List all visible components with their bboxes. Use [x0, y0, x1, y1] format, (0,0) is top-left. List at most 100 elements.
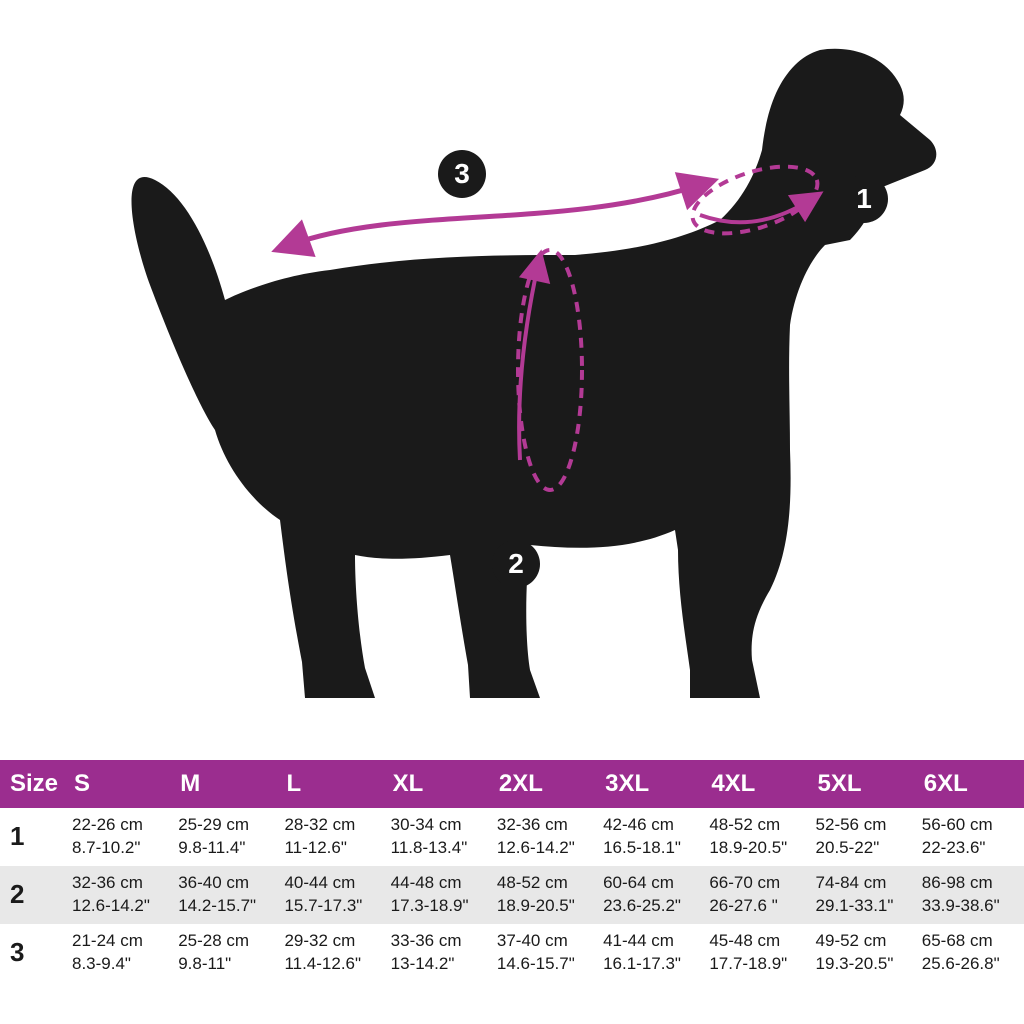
- cell-inch: 12.6-14.2": [497, 837, 595, 860]
- cell-inch: 16.1-17.3": [603, 953, 701, 976]
- cell-cm: 40-44 cm: [284, 872, 382, 895]
- size-cell: 32-36 cm12.6-14.2": [68, 866, 174, 924]
- cell-inch: 14.2-15.7": [178, 895, 276, 918]
- cell-inch: 12.6-14.2": [72, 895, 170, 918]
- cell-inch: 15.7-17.3": [284, 895, 382, 918]
- cell-cm: 29-32 cm: [284, 930, 382, 953]
- badge-label: 2: [508, 548, 524, 580]
- size-cell: 22-26 cm8.7-10.2": [68, 808, 174, 866]
- table-row: 321-24 cm8.3-9.4"25-28 cm9.8-11"29-32 cm…: [0, 924, 1024, 982]
- cell-cm: 33-36 cm: [391, 930, 489, 953]
- col-l: L: [280, 760, 386, 808]
- size-cell: 41-44 cm16.1-17.3": [599, 924, 705, 982]
- cell-cm: 49-52 cm: [816, 930, 914, 953]
- col-2xl: 2XL: [493, 760, 599, 808]
- size-cell: 74-84 cm29.1-33.1": [812, 866, 918, 924]
- cell-cm: 65-68 cm: [922, 930, 1020, 953]
- size-cell: 32-36 cm12.6-14.2": [493, 808, 599, 866]
- dog-silhouette: [130, 30, 940, 730]
- cell-cm: 48-52 cm: [709, 814, 807, 837]
- badge-chest: 2: [492, 540, 540, 588]
- cell-cm: 56-60 cm: [922, 814, 1020, 837]
- size-cell: 52-56 cm20.5-22": [812, 808, 918, 866]
- badge-neck: 1: [840, 175, 888, 223]
- col-5xl: 5XL: [812, 760, 918, 808]
- cell-cm: 74-84 cm: [816, 872, 914, 895]
- cell-cm: 28-32 cm: [284, 814, 382, 837]
- size-cell: 48-52 cm18.9-20.5": [705, 808, 811, 866]
- cell-cm: 32-36 cm: [497, 814, 595, 837]
- cell-cm: 30-34 cm: [391, 814, 489, 837]
- size-cell: 28-32 cm11-12.6": [280, 808, 386, 866]
- size-cell: 48-52 cm18.9-20.5": [493, 866, 599, 924]
- cell-inch: 33.9-38.6": [922, 895, 1020, 918]
- cell-inch: 22-23.6": [922, 837, 1020, 860]
- cell-inch: 9.8-11.4": [178, 837, 276, 860]
- cell-inch: 9.8-11": [178, 953, 276, 976]
- cell-cm: 32-36 cm: [72, 872, 170, 895]
- cell-inch: 11.8-13.4": [391, 837, 489, 860]
- cell-inch: 16.5-18.1": [603, 837, 701, 860]
- col-4xl: 4XL: [705, 760, 811, 808]
- cell-inch: 18.9-20.5": [709, 837, 807, 860]
- cell-cm: 21-24 cm: [72, 930, 170, 953]
- size-cell: 30-34 cm11.8-13.4": [387, 808, 493, 866]
- cell-inch: 14.6-15.7": [497, 953, 595, 976]
- size-cell: 42-46 cm16.5-18.1": [599, 808, 705, 866]
- size-cell: 36-40 cm14.2-15.7": [174, 866, 280, 924]
- cell-cm: 60-64 cm: [603, 872, 701, 895]
- size-cell: 21-24 cm8.3-9.4": [68, 924, 174, 982]
- cell-cm: 22-26 cm: [72, 814, 170, 837]
- size-cell: 49-52 cm19.3-20.5": [812, 924, 918, 982]
- cell-inch: 18.9-20.5": [497, 895, 595, 918]
- col-m: M: [174, 760, 280, 808]
- size-cell: 45-48 cm17.7-18.9": [705, 924, 811, 982]
- cell-inch: 8.7-10.2": [72, 837, 170, 860]
- table-row: 232-36 cm12.6-14.2"36-40 cm14.2-15.7"40-…: [0, 866, 1024, 924]
- size-cell: 33-36 cm13-14.2": [387, 924, 493, 982]
- cell-inch: 29.1-33.1": [816, 895, 914, 918]
- badge-label: 1: [856, 183, 872, 215]
- cell-cm: 44-48 cm: [391, 872, 489, 895]
- size-cell: 60-64 cm23.6-25.2": [599, 866, 705, 924]
- size-chart-table: Size S M L XL 2XL 3XL 4XL 5XL 6XL 122-26…: [0, 760, 1024, 982]
- col-size: Size: [0, 760, 68, 808]
- cell-cm: 45-48 cm: [709, 930, 807, 953]
- badge-label: 3: [454, 158, 470, 190]
- row-label: 1: [0, 808, 68, 866]
- size-cell: 40-44 cm15.7-17.3": [280, 866, 386, 924]
- cell-cm: 25-28 cm: [178, 930, 276, 953]
- size-cell: 25-29 cm9.8-11.4": [174, 808, 280, 866]
- size-cell: 65-68 cm25.6-26.8": [918, 924, 1024, 982]
- cell-cm: 48-52 cm: [497, 872, 595, 895]
- row-label: 3: [0, 924, 68, 982]
- table-header-row: Size S M L XL 2XL 3XL 4XL 5XL 6XL: [0, 760, 1024, 808]
- cell-inch: 11.4-12.6": [284, 953, 382, 976]
- cell-inch: 13-14.2": [391, 953, 489, 976]
- col-3xl: 3XL: [599, 760, 705, 808]
- cell-inch: 17.3-18.9": [391, 895, 489, 918]
- cell-inch: 11-12.6": [284, 837, 382, 860]
- size-cell: 66-70 cm26-27.6 ": [705, 866, 811, 924]
- col-xl: XL: [387, 760, 493, 808]
- cell-inch: 23.6-25.2": [603, 895, 701, 918]
- cell-inch: 17.7-18.9": [709, 953, 807, 976]
- cell-inch: 19.3-20.5": [816, 953, 914, 976]
- size-cell: 25-28 cm9.8-11": [174, 924, 280, 982]
- cell-cm: 66-70 cm: [709, 872, 807, 895]
- cell-cm: 41-44 cm: [603, 930, 701, 953]
- table-row: 122-26 cm8.7-10.2"25-29 cm9.8-11.4"28-32…: [0, 808, 1024, 866]
- size-cell: 44-48 cm17.3-18.9": [387, 866, 493, 924]
- cell-cm: 25-29 cm: [178, 814, 276, 837]
- size-cell: 29-32 cm11.4-12.6": [280, 924, 386, 982]
- col-6xl: 6XL: [918, 760, 1024, 808]
- col-s: S: [68, 760, 174, 808]
- cell-cm: 37-40 cm: [497, 930, 595, 953]
- cell-inch: 26-27.6 ": [709, 895, 807, 918]
- size-cell: 86-98 cm33.9-38.6": [918, 866, 1024, 924]
- cell-cm: 42-46 cm: [603, 814, 701, 837]
- size-cell: 37-40 cm14.6-15.7": [493, 924, 599, 982]
- badge-back: 3: [438, 150, 486, 198]
- cell-cm: 86-98 cm: [922, 872, 1020, 895]
- cell-inch: 25.6-26.8": [922, 953, 1020, 976]
